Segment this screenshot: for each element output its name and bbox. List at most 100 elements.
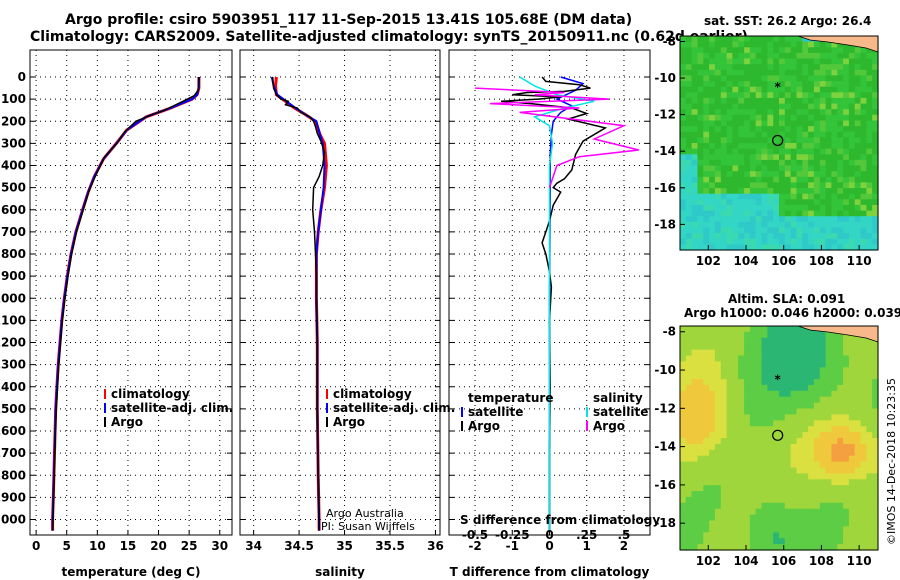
sst_map-cell: [720, 120, 728, 127]
sla_map-cell: [784, 485, 792, 492]
sst_map-cell: [726, 199, 733, 206]
sla_map-cell: [703, 514, 710, 522]
sst_map-cell: [813, 120, 821, 127]
sla_map-cell: [813, 379, 821, 386]
sla_map-cell: [773, 414, 780, 421]
sla_map-cell: [796, 438, 803, 445]
sst_map-cell: [819, 52, 827, 60]
sla_map-cell: [866, 414, 873, 421]
sst_map-cell: [755, 244, 763, 251]
sst_map-cell: [767, 238, 774, 245]
sla_map-cell: [831, 432, 838, 439]
sla_map-cell: [697, 544, 704, 551]
sst_map-cell: [779, 188, 786, 195]
sst_map-cell: [790, 97, 797, 105]
sla_map-cell: [680, 508, 687, 516]
sst_map-cell: [709, 182, 716, 189]
sst_map-cell: [837, 176, 844, 183]
sla_map-cell: [691, 479, 698, 486]
sst_map-cell: [866, 109, 873, 116]
sst_map-cell: [813, 244, 821, 251]
sst_map-cell: [813, 148, 821, 155]
sst_map-cell: [761, 148, 768, 155]
sla_map-cell: [808, 508, 815, 516]
sst_map-cell: [802, 75, 809, 82]
sla_map-cell: [767, 473, 774, 480]
sst_map-cell: [744, 204, 751, 212]
sla_map-cell: [790, 467, 797, 474]
sst_map-cell: [837, 92, 844, 99]
sla_map-cell: [732, 491, 739, 498]
sst_map-cell: [819, 58, 827, 65]
sst_map-cell: [738, 210, 745, 217]
sst_map-cell: [825, 221, 832, 228]
sla_map-cell: [697, 538, 704, 545]
sla_map-cell: [813, 438, 821, 445]
sst_map-cell: [732, 86, 739, 93]
sst_map-cell: [860, 165, 867, 172]
sst_map-cell: [697, 210, 704, 217]
sst_map-cell: [685, 75, 693, 82]
sst_map-cell: [691, 244, 698, 251]
sla_map-cell: [703, 538, 710, 545]
sla_map-cell: [767, 520, 774, 527]
sst_map-cell: [784, 103, 792, 110]
sla_map-cell: [691, 326, 698, 333]
sla_map-cell: [755, 449, 763, 457]
sla_map-cell: [860, 390, 867, 398]
sla_map-cell: [703, 337, 710, 345]
sla_map-cell: [744, 379, 751, 386]
sst_map-cell: [860, 193, 867, 200]
sst_map-cell: [720, 36, 728, 43]
sst_map-cell: [744, 182, 751, 189]
sla_map-cell: [779, 449, 786, 457]
sst_map-cell: [790, 69, 797, 76]
sst_map-cell: [738, 92, 745, 99]
sla_map-cell: [738, 432, 745, 439]
sla_map-cell: [796, 443, 803, 451]
sla_map-cell: [691, 491, 698, 498]
sla_map-cell: [744, 432, 751, 439]
sst_map-cell: [802, 176, 809, 183]
sst_map-cell: [790, 64, 797, 71]
sla_map-cell: [738, 367, 745, 374]
depth-tick-label: 1700: [0, 446, 26, 460]
sst_map-cell: [773, 244, 780, 251]
sla_map-cell: [854, 455, 862, 463]
sla_map-cell: [837, 331, 844, 339]
sst_map-cell: [691, 165, 698, 172]
sst_map-cell: [831, 244, 838, 251]
sla_map-cell: [813, 408, 821, 415]
sla_map-cell: [825, 473, 832, 480]
sst_map-cell: [825, 216, 832, 223]
sst_map-cell: [779, 41, 786, 48]
sst_map-cell: [773, 92, 780, 99]
sst_map-cell: [796, 92, 803, 99]
sla_map-cell: [825, 402, 832, 410]
sst_map-cell: [703, 109, 710, 116]
sla_map-cell: [872, 390, 879, 398]
sst_map-cell: [779, 92, 786, 99]
sst_map-cell: [680, 244, 687, 251]
sst_map-cell: [697, 199, 704, 206]
sla_map-cell: [726, 349, 733, 357]
sst_map-cell: [755, 176, 763, 183]
sst_map-cell: [685, 159, 693, 167]
sla_map-cell: [714, 526, 722, 533]
sst_map-cell: [767, 148, 774, 155]
sla_map-cell: [796, 408, 803, 415]
sla_map-cell: [819, 538, 827, 545]
sst_map-cell: [744, 171, 751, 178]
sst_map-cell: [843, 154, 850, 161]
sla_map-cell: [860, 379, 867, 386]
sst_map-cell: [819, 103, 827, 110]
sst_map-cell: [697, 81, 704, 88]
sla_map-cell: [825, 514, 832, 522]
sst_map-cell: [784, 182, 792, 189]
sla_map-cell: [796, 532, 803, 539]
sst_map-cell: [796, 221, 803, 228]
sla_map-cell: [714, 532, 722, 539]
sst_map-cell: [854, 97, 862, 105]
sla_map-cell: [726, 473, 733, 480]
sst_map-cell: [843, 171, 850, 178]
